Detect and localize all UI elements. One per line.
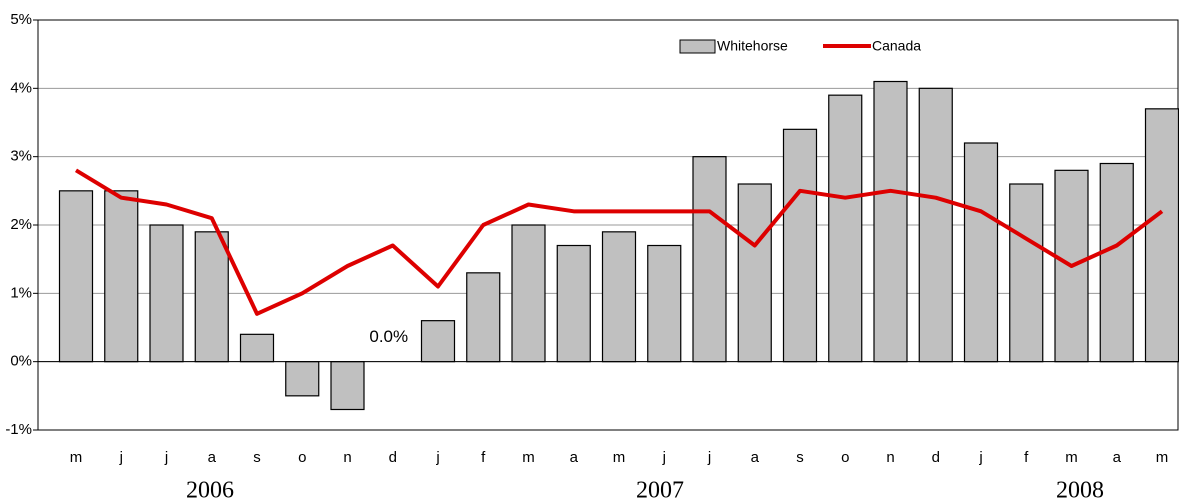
bar [918,87,953,363]
bar [692,156,727,363]
x-tick-label: f [481,449,486,466]
bar [194,231,229,363]
bar [963,142,999,363]
line [74,168,1164,316]
bar [782,128,818,363]
bar [239,333,275,363]
x-tick-label: j [707,449,711,466]
bar [285,361,320,397]
bar [330,361,365,411]
x-tick-label: n [343,449,351,466]
y-tick-label: -1% [5,421,32,438]
y-tick-label: 1% [10,284,32,301]
year-label: 2007 [636,478,684,504]
x-tick-label: a [1113,449,1122,466]
bar [647,244,682,363]
x-tick-label: m [1156,449,1169,466]
x-tick-label: m [70,449,83,466]
x-tick-label: a [208,449,217,466]
x-tick-label: j [164,449,168,466]
data-label: 0.0% [369,327,408,346]
x-tick-label: a [570,449,579,466]
legend-label: Canada [872,38,921,54]
x-tick-label: o [841,449,849,466]
x-tick-label: o [298,449,306,466]
bar [737,183,772,363]
bar [511,224,546,363]
y-tick-label: 0% [10,353,32,370]
bar [149,224,184,363]
x-tick-label: d [389,449,397,466]
y-tick-label: 4% [10,79,32,96]
y-tick-label: 5% [10,11,32,28]
bar [1009,183,1044,363]
x-tick-label: m [1065,449,1078,466]
bar [58,190,94,363]
bar [873,80,908,363]
y-tick-label: 3% [10,148,32,165]
y-tick-label: 2% [10,216,32,233]
x-tick-label: f [1024,449,1029,466]
x-tick-label: s [796,449,804,466]
x-tick-label: d [932,449,940,466]
x-tick-label: a [751,449,760,466]
legend-swatch [679,39,716,54]
x-tick-label: s [253,449,261,466]
bar [1099,162,1134,363]
x-tick-label: n [886,449,894,466]
x-tick-label: j [435,449,439,466]
bar [556,244,591,363]
x-tick-label: m [522,449,535,466]
bar [828,94,863,363]
bar [466,272,501,363]
x-tick-label: j [662,449,666,466]
bar [420,320,456,363]
legend-label: Whitehorse [717,38,788,54]
x-tick-label: j [119,449,123,466]
bar [601,231,637,363]
year-label: 2006 [186,478,234,504]
bar [1144,108,1179,363]
bar [104,190,139,363]
x-tick-label: m [613,449,626,466]
x-tick-label: j [978,449,982,466]
year-label: 2008 [1056,478,1104,504]
